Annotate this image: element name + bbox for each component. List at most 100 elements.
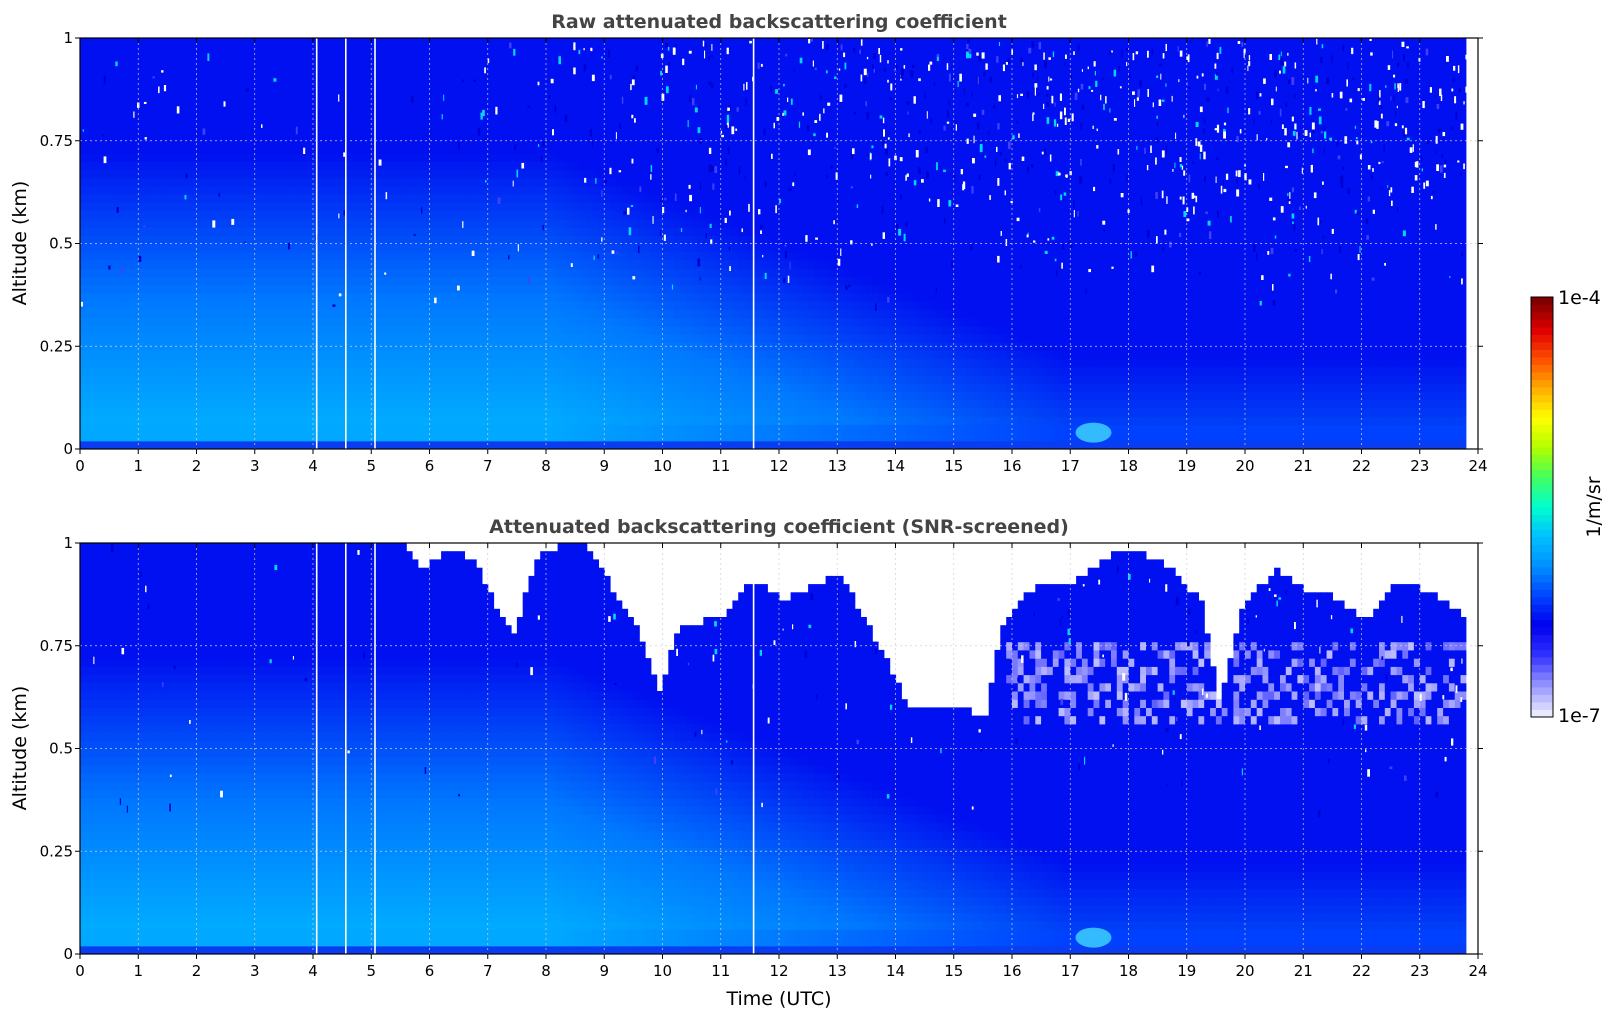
heatmap-cell xyxy=(225,153,232,162)
heatmap-cell xyxy=(109,54,116,64)
heatmap-cell xyxy=(155,416,163,425)
heatmap-cell xyxy=(144,153,151,162)
heatmap-cell xyxy=(173,350,180,360)
heatmap-cell xyxy=(615,194,623,203)
heatmap-cell xyxy=(161,202,168,212)
heatmap-cell xyxy=(551,333,559,343)
heatmap-cell xyxy=(283,87,291,97)
heatmap-cell xyxy=(423,169,431,179)
heatmap-cell xyxy=(522,309,530,319)
heatmap-cell xyxy=(423,112,431,121)
heatmap-cell xyxy=(254,350,262,360)
heatmap-cell xyxy=(400,103,407,113)
heatmap-cell xyxy=(412,383,419,392)
heatmap-cell xyxy=(417,95,425,105)
heatmap-cell xyxy=(499,54,506,64)
heatmap-cell xyxy=(429,309,436,319)
heatmap-cell xyxy=(423,391,431,401)
heatmap-cell xyxy=(563,259,570,269)
heatmap-cell xyxy=(615,243,623,253)
heatmap-cell xyxy=(528,194,535,203)
heatmap-cell xyxy=(447,79,454,88)
heatmap-cell xyxy=(557,153,564,162)
heatmap-cell xyxy=(511,235,518,245)
heatmap-cell xyxy=(557,169,564,179)
heatmap-cell xyxy=(650,103,658,113)
heatmap-cell xyxy=(132,317,139,327)
heatmap-cell xyxy=(511,301,518,310)
heatmap-cell xyxy=(639,317,646,327)
heatmap-cell xyxy=(429,235,436,245)
heatmap-cell xyxy=(114,309,122,319)
heatmap-cell xyxy=(330,95,337,105)
heatmap-cell xyxy=(155,235,163,245)
heatmap-cell xyxy=(604,62,611,72)
heatmap-cell xyxy=(487,194,495,203)
heatmap-cell xyxy=(447,366,454,376)
heatmap-cell xyxy=(260,79,267,88)
heatmap-cell xyxy=(132,309,139,319)
heatmap-cell xyxy=(179,177,186,187)
heatmap-cell xyxy=(80,87,87,97)
heatmap-cell xyxy=(126,366,133,376)
heatmap-cell xyxy=(639,424,646,434)
heatmap-cell xyxy=(173,46,180,55)
heatmap-cell xyxy=(493,153,500,162)
heatmap-cell xyxy=(202,407,209,417)
heatmap-cell xyxy=(347,284,355,294)
heatmap-cell xyxy=(144,103,151,113)
heatmap-cell xyxy=(586,194,594,203)
heatmap-cell xyxy=(487,416,495,425)
heatmap-cell xyxy=(388,95,396,105)
heatmap-cell xyxy=(307,407,314,417)
heatmap-cell xyxy=(359,46,366,55)
heatmap-cell xyxy=(406,268,413,277)
heatmap-cell xyxy=(522,284,530,294)
heatmap-cell xyxy=(318,112,326,121)
heatmap-cell xyxy=(278,46,285,55)
heatmap-cell xyxy=(580,350,588,360)
heatmap-cell xyxy=(429,268,436,277)
heatmap-cell xyxy=(254,383,262,392)
heatmap-cell xyxy=(627,399,634,409)
heatmap-cell xyxy=(557,366,564,376)
heatmap-cell xyxy=(481,46,489,55)
heatmap-cell xyxy=(441,103,448,113)
heatmap-cell xyxy=(91,416,99,425)
heatmap-cell xyxy=(546,103,553,113)
heatmap-cell xyxy=(458,79,465,88)
heatmap-cell xyxy=(114,284,122,294)
heatmap-cell xyxy=(557,440,564,449)
heatmap-cell xyxy=(400,227,407,236)
heatmap-cell xyxy=(464,161,471,171)
heatmap-cell xyxy=(400,259,407,269)
heatmap-cell xyxy=(546,87,553,97)
heatmap-cell xyxy=(627,325,634,335)
heatmap-cell xyxy=(377,333,384,343)
heatmap-cell xyxy=(598,54,605,64)
heatmap-cell xyxy=(109,169,116,179)
heatmap-cell xyxy=(499,350,506,360)
heatmap-cell xyxy=(633,268,640,277)
heatmap-cell xyxy=(114,202,122,212)
heatmap-cell xyxy=(551,432,559,442)
heatmap-cell xyxy=(126,276,133,286)
heatmap-cell xyxy=(301,169,308,179)
heatmap-cell xyxy=(179,128,186,138)
heatmap-cell xyxy=(452,70,460,80)
heatmap-cell xyxy=(522,391,530,401)
heatmap-cell xyxy=(97,391,104,401)
heatmap-cell xyxy=(219,79,227,88)
heatmap-cell xyxy=(557,235,564,245)
heatmap-cell xyxy=(190,333,198,343)
heatmap-cell xyxy=(155,407,163,417)
heatmap-cell xyxy=(324,383,332,392)
heatmap-cell xyxy=(365,62,372,72)
heatmap-cell xyxy=(639,227,646,236)
heatmap-cell xyxy=(307,38,314,47)
heatmap-cell xyxy=(505,424,512,434)
heatmap-cell xyxy=(627,276,634,286)
heatmap-cell xyxy=(91,333,99,343)
heatmap-cell xyxy=(645,391,652,401)
